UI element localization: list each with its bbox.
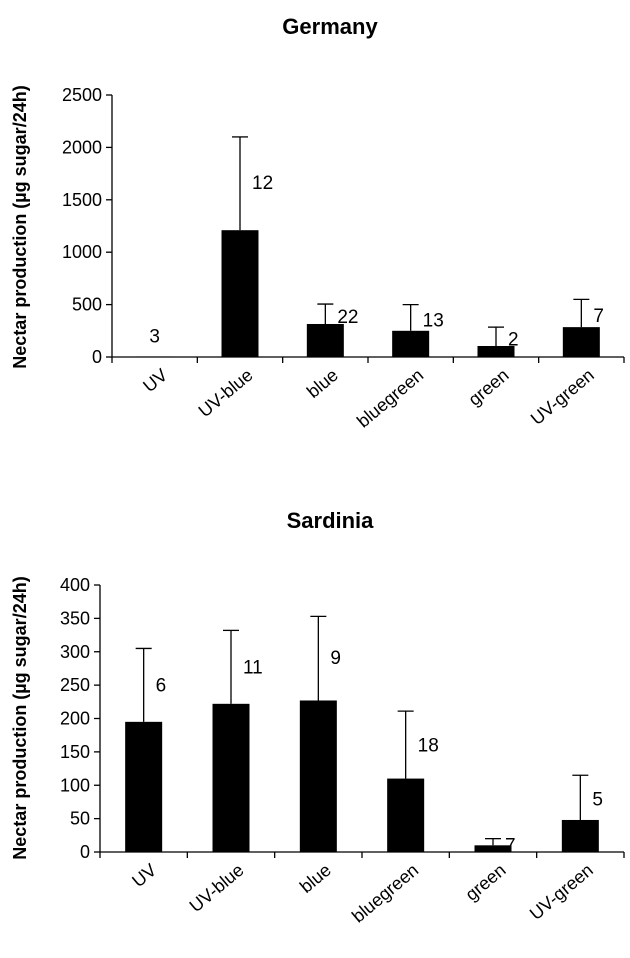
- x-tick-label: UV-green: [527, 365, 598, 429]
- data-label: 7: [505, 836, 516, 857]
- chart-marks: 0 500 1000 1500 2000 2500 3 UV 12 UV-blue 22 blue 13…: [62, 85, 625, 432]
- chart-sardinia: Sardinia Nectar production (µg sugar/24h…: [10, 508, 625, 927]
- bar: [562, 327, 600, 357]
- x-tick-label: green: [461, 860, 509, 905]
- y-tick-label: 0: [92, 347, 102, 367]
- y-tick-label: 150: [60, 742, 90, 762]
- bar: [561, 819, 599, 852]
- x-tick-label: bluegreen: [348, 860, 422, 927]
- x-tick-label: green: [464, 365, 512, 410]
- y-tick-label: 1500: [62, 190, 102, 210]
- bar: [136, 356, 174, 358]
- data-label: 7: [593, 306, 604, 327]
- y-tick-label: 2500: [62, 85, 102, 105]
- y-tick-label: 100: [60, 775, 90, 795]
- data-label: 3: [149, 326, 160, 347]
- y-tick-label: 0: [80, 842, 90, 862]
- y-tick-label: 200: [60, 709, 90, 729]
- bar: [221, 230, 259, 357]
- bar: [387, 778, 425, 852]
- data-label: 5: [592, 789, 603, 810]
- x-tick-label: blue: [296, 860, 335, 897]
- y-axis-label: Nectar production (µg sugar/24h): [10, 85, 30, 368]
- y-tick-label: 1000: [62, 242, 102, 262]
- x-tick-label: UV: [139, 365, 171, 396]
- x-tick-label: bluegreen: [353, 365, 427, 432]
- bar: [125, 721, 163, 852]
- data-label: 9: [330, 648, 341, 669]
- bar: [299, 700, 337, 852]
- chart-germany: Germany Nectar production (µg sugar/24h)…: [10, 14, 625, 432]
- y-tick-label: 350: [60, 608, 90, 628]
- y-tick-label: 300: [60, 642, 90, 662]
- chart-title: Sardinia: [287, 508, 375, 533]
- bar: [392, 330, 430, 357]
- data-label: 13: [423, 310, 444, 331]
- chart-title: Germany: [282, 14, 378, 39]
- data-label: 11: [243, 657, 263, 678]
- data-label: 18: [418, 735, 439, 756]
- bar: [306, 323, 344, 357]
- y-tick-label: 500: [72, 295, 102, 315]
- data-label: 12: [252, 173, 273, 194]
- y-tick-label: 50: [70, 809, 90, 829]
- bar: [477, 345, 515, 357]
- x-tick-label: UV: [128, 860, 160, 891]
- x-tick-label: UV-green: [526, 860, 597, 924]
- x-tick-label: blue: [303, 365, 342, 402]
- y-tick-label: 2000: [62, 137, 102, 157]
- data-label: 22: [337, 307, 358, 328]
- x-tick-label: UV-blue: [195, 365, 257, 421]
- data-label: 2: [508, 330, 519, 351]
- bar: [474, 845, 512, 852]
- chart-marks: 0 50 100 150 200 250 300 350 400 6 UV 11 UV-blue 9 blu…: [60, 575, 625, 927]
- data-label: 6: [156, 675, 167, 696]
- y-tick-label: 250: [60, 675, 90, 695]
- y-axis-label: Nectar production (µg sugar/24h): [10, 576, 30, 859]
- y-tick-label: 400: [60, 575, 90, 595]
- x-tick-label: UV-blue: [186, 860, 248, 916]
- bar: [212, 703, 250, 852]
